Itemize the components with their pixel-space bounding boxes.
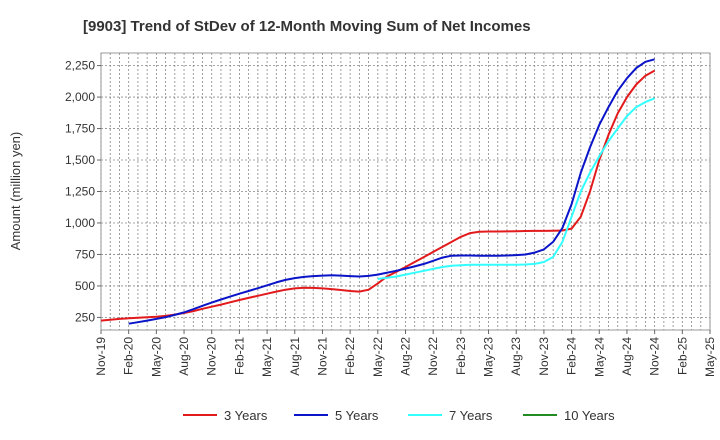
- x-tick-label: Nov-19: [94, 337, 108, 376]
- x-tick-label: Aug-22: [399, 337, 413, 376]
- series-lines: [100, 58, 656, 325]
- x-tick-label: Aug-21: [288, 337, 302, 376]
- legend-label: 5 Years: [335, 408, 379, 423]
- legend: 3 Years 5 Years 7 Years 10 Years: [183, 408, 615, 423]
- x-tick-label: May-23: [482, 337, 496, 377]
- legend-label: 3 Years: [224, 408, 268, 423]
- x-tick-label: Nov-23: [537, 337, 551, 376]
- y-tick-label: 750: [75, 247, 95, 261]
- y-tick-label: 2,250: [65, 59, 95, 73]
- chart-title: [9903] Trend of StDev of 12-Month Moving…: [83, 18, 531, 35]
- series-line-1: [100, 69, 656, 322]
- y-tick-label: 1,000: [65, 216, 95, 230]
- x-tick-label: May-24: [592, 337, 606, 377]
- y-tick-label: 1,500: [65, 153, 95, 167]
- y-tick-label: 1,250: [65, 185, 95, 199]
- y-axis-label: Amount (million yen): [8, 132, 23, 251]
- x-tick-label: May-20: [149, 337, 163, 377]
- legend-label: 7 Years: [449, 408, 493, 423]
- legend-label: 10 Years: [564, 408, 615, 423]
- x-tick-label: Nov-24: [648, 337, 662, 376]
- x-tick-label: Nov-21: [315, 337, 329, 376]
- x-tick-label: Feb-23: [454, 337, 468, 375]
- x-tick-label: Feb-22: [343, 337, 357, 375]
- y-tick-label: 500: [75, 279, 95, 293]
- x-tick-label: Feb-24: [565, 337, 579, 375]
- series-line-2: [128, 58, 655, 325]
- y-axis-ticks: 250 500 750 1,000 1,250 1,500 1,750 2,000 2,250: [65, 59, 101, 324]
- x-tick-label: Feb-21: [232, 337, 246, 375]
- x-tick-label: Aug-20: [177, 337, 191, 376]
- x-tick-label: Aug-24: [620, 337, 634, 376]
- x-tick-label: May-25: [703, 337, 717, 377]
- horizontal-gridlines: [101, 65, 710, 318]
- y-tick-label: 2,000: [65, 90, 95, 104]
- y-tick-label: 1,750: [65, 122, 95, 136]
- x-tick-label: May-22: [371, 337, 385, 377]
- series-line-3: [377, 97, 655, 280]
- x-axis-ticks: Nov-19 Feb-20 May-20 Aug-20 Nov-20 Feb-21 May-…: [94, 330, 717, 377]
- x-tick-label: Aug-23: [509, 337, 523, 376]
- x-tick-label: May-21: [260, 337, 274, 377]
- x-tick-label: Nov-20: [205, 337, 219, 376]
- x-tick-label: Nov-22: [426, 337, 440, 376]
- x-tick-label: Feb-20: [122, 337, 136, 375]
- x-tick-label: Feb-25: [675, 337, 689, 375]
- y-tick-label: 250: [75, 310, 95, 324]
